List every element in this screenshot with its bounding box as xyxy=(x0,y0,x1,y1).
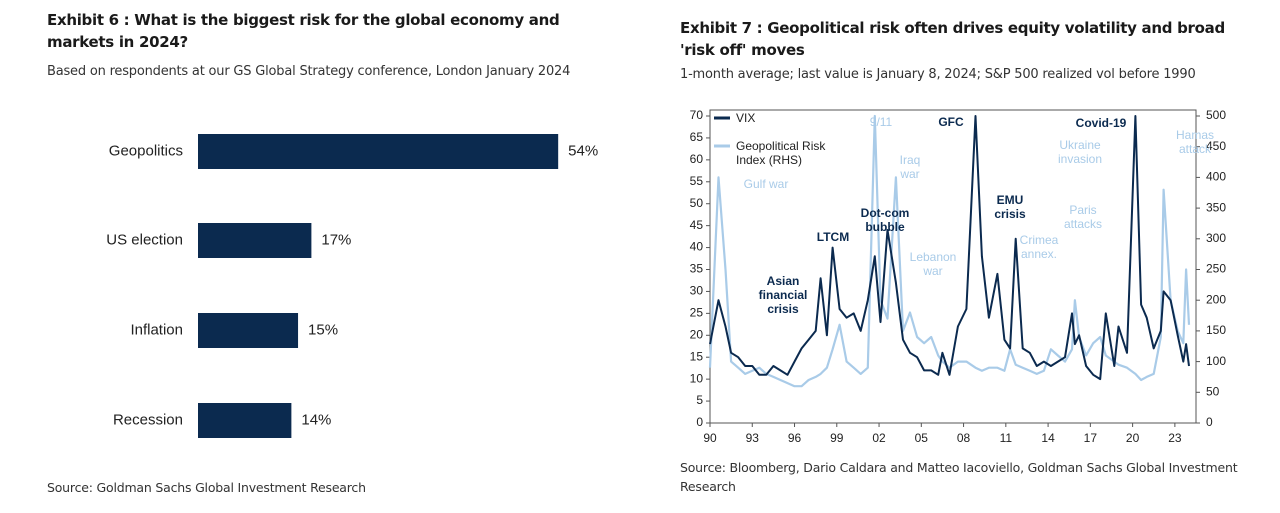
x-tick-label: 14 xyxy=(1041,431,1055,445)
x-tick-label: 96 xyxy=(788,431,802,445)
y2-tick-label: 200 xyxy=(1206,292,1226,306)
y-tick-label: 5 xyxy=(696,393,703,407)
y2-tick-label: 300 xyxy=(1206,231,1226,245)
y2-tick-label: 100 xyxy=(1206,354,1226,368)
annotation: LTCM xyxy=(816,230,850,244)
series-line xyxy=(708,114,1191,388)
y-tick-label: 35 xyxy=(690,262,704,276)
y2-tick-label: 400 xyxy=(1206,170,1226,184)
y-tick-label: 25 xyxy=(690,306,704,320)
y2-tick-label: 350 xyxy=(1206,200,1226,214)
legend-label: VIX xyxy=(736,111,756,125)
y2-tick-label: 500 xyxy=(1206,108,1226,122)
y-tick-label: 55 xyxy=(690,174,704,188)
value-label: 54% xyxy=(568,142,598,159)
x-tick-label: 20 xyxy=(1126,431,1140,445)
value-label: 14% xyxy=(301,411,331,428)
chart-subtitle: 1-month average; last value is January 8… xyxy=(680,67,1196,82)
chart-title: Exhibit 7 : Geopolitical risk often driv… xyxy=(680,19,1225,59)
value-label: 17% xyxy=(321,231,351,248)
y2-tick-label: 150 xyxy=(1206,323,1226,337)
category-label: Recession xyxy=(113,411,183,428)
x-tick-label: 90 xyxy=(703,431,717,445)
chart-source: Source: Bloomberg, Dario Caldara and Mat… xyxy=(680,460,1238,494)
chart-source: Source: Goldman Sachs Global Investment … xyxy=(47,480,366,495)
value-label: 15% xyxy=(308,321,338,338)
annotation: Gulf war xyxy=(743,177,789,191)
y-tick-label: 10 xyxy=(690,371,704,385)
annotation: Iraq war xyxy=(899,153,921,181)
y-tick-label: 45 xyxy=(690,218,704,232)
category-label: Inflation xyxy=(130,321,183,338)
annotation: Covid-19 xyxy=(1075,116,1127,130)
annotation: Dot-com bubble xyxy=(860,206,910,234)
annotation: Lebanon war xyxy=(909,250,957,278)
y-tick-label: 40 xyxy=(690,240,704,254)
bar xyxy=(198,403,292,438)
y2-tick-label: 0 xyxy=(1206,415,1213,429)
annotation: 9/11 xyxy=(869,115,893,129)
y-tick-label: 30 xyxy=(690,284,704,298)
y-tick-label: 20 xyxy=(690,327,704,341)
category-label: US election xyxy=(106,231,183,248)
y-tick-label: 65 xyxy=(690,130,704,144)
y-tick-label: 0 xyxy=(696,415,703,429)
legend-label: Geopolitical Risk Index (RHS) xyxy=(736,139,826,167)
bar xyxy=(198,313,299,348)
y-tick-label: 70 xyxy=(690,108,704,122)
annotation: Paris attacks xyxy=(1063,203,1102,231)
annotation: Hamas attack xyxy=(1175,128,1214,156)
x-tick-label: 02 xyxy=(872,431,886,445)
y-tick-label: 50 xyxy=(690,196,704,210)
chart-title: Exhibit 6 : What is the biggest risk for… xyxy=(47,11,560,51)
y-tick-label: 60 xyxy=(690,152,704,166)
y2-tick-label: 50 xyxy=(1206,384,1220,398)
bar xyxy=(198,223,312,258)
x-tick-label: 17 xyxy=(1084,431,1098,445)
series-line xyxy=(709,115,1190,381)
annotation: Crimea annex. xyxy=(1019,233,1059,261)
x-tick-label: 05 xyxy=(915,431,929,445)
category-label: Geopolitics xyxy=(109,142,183,159)
x-tick-label: 08 xyxy=(957,431,971,445)
bar xyxy=(198,134,559,169)
y-tick-label: 15 xyxy=(690,349,704,363)
y2-tick-label: 450 xyxy=(1206,139,1226,153)
chart-subtitle: Based on respondents at our GS Global St… xyxy=(47,64,571,79)
x-tick-label: 11 xyxy=(1000,431,1013,445)
x-tick-label: 93 xyxy=(746,431,760,445)
annotation: EMU crisis xyxy=(994,193,1026,221)
x-tick-label: 99 xyxy=(830,431,844,445)
plot-frame xyxy=(709,109,1197,424)
annotation: Ukraine invasion xyxy=(1057,138,1103,166)
annotation: GFC xyxy=(938,115,964,129)
x-tick-label: 23 xyxy=(1168,431,1182,445)
y2-tick-label: 250 xyxy=(1206,262,1226,276)
annotation: Asian financial crisis xyxy=(758,274,808,316)
